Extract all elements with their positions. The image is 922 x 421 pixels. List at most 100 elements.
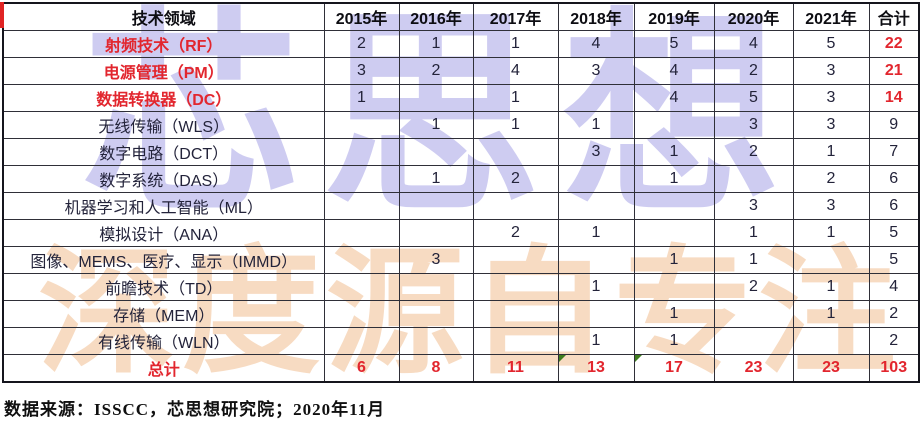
technology-field-table: 技术领域 2015年 2016年 2017年 2018年 2019年 2020年 2021年合… — [2, 2, 920, 383]
value-cell-6-5: 3 — [713, 192, 794, 220]
selection-bar — [0, 2, 4, 28]
value-cell-5-1: 1 — [398, 165, 474, 193]
value-cell-9-2 — [472, 273, 559, 301]
value-cell-8-6 — [792, 246, 870, 274]
header-cell-4: 2018年 — [557, 2, 635, 31]
value-cell-7-1 — [398, 219, 474, 247]
value-cell-0-3: 4 — [557, 30, 635, 58]
value-cell-10-4: 1 — [633, 300, 715, 328]
value-cell-0-0: 2 — [323, 30, 400, 58]
header-row: 技术领域 2015年 2016年 2017年 2018年 2019年 2020年 2021年合… — [2, 2, 920, 31]
totals-value-3: 13 — [557, 354, 635, 383]
table-row-7: 模拟设计（ANA） 2 1 1 1 5 — [2, 219, 920, 247]
value-cell-3-1: 1 — [398, 111, 474, 139]
value-cell-4-3: 3 — [557, 138, 635, 166]
value-cell-2-5: 5 — [713, 84, 794, 112]
value-cell-1-3: 3 — [557, 57, 635, 85]
error-corner-marker — [559, 355, 566, 362]
row-label: 数字系统（DAS） — [2, 165, 325, 193]
table-row-4: 数字电路（DCT） 3 1 2 1 7 — [2, 138, 920, 166]
value-cell-3-5: 3 — [713, 111, 794, 139]
value-cell-5-6: 2 — [792, 165, 870, 193]
value-cell-9-6: 1 — [792, 273, 870, 301]
value-cell-8-5: 1 — [713, 246, 794, 274]
header-cell-5: 2019年 — [633, 2, 715, 31]
value-cell-2-2: 1 — [472, 84, 559, 112]
totals-value-6: 23 — [792, 354, 870, 383]
value-cell-1-4: 4 — [633, 57, 715, 85]
total-cell-2: 14 — [868, 84, 920, 112]
row-label: 数据转换器（DC） — [2, 84, 325, 112]
value-cell-1-6: 3 — [792, 57, 870, 85]
value-cell-11-4: 1 — [633, 327, 715, 355]
value-cell-0-1: 1 — [398, 30, 474, 58]
header-cell-0: 技术领域 — [2, 2, 325, 31]
value-cell-7-3: 1 — [557, 219, 635, 247]
value-cell-6-0 — [323, 192, 400, 220]
total-cell-10: 2 — [868, 300, 920, 328]
header-cell-6: 2020年 — [713, 2, 794, 31]
value-cell-7-0 — [323, 219, 400, 247]
totals-label: 总计 — [2, 354, 325, 383]
value-cell-10-2 — [472, 300, 559, 328]
table-row-6: 机器学习和人工智能（ML） 3 3 6 — [2, 192, 920, 220]
total-cell-6: 6 — [868, 192, 920, 220]
value-cell-6-2 — [472, 192, 559, 220]
value-cell-11-5 — [713, 327, 794, 355]
value-cell-5-2: 2 — [472, 165, 559, 193]
value-cell-5-3 — [557, 165, 635, 193]
value-cell-11-2 — [472, 327, 559, 355]
value-cell-4-2 — [472, 138, 559, 166]
row-label: 射频技术（RF） — [2, 30, 325, 58]
totals-value-0: 6 — [323, 354, 400, 383]
value-cell-2-6: 3 — [792, 84, 870, 112]
value-cell-9-4 — [633, 273, 715, 301]
table-row-8: 图像、MEMS、医疗、显示（IMMD） 3 1 1 5 — [2, 246, 920, 274]
totals-value-1: 8 — [398, 354, 474, 383]
table-row-9: 前瞻技术（TD） 1 2 1 4 — [2, 273, 920, 301]
error-corner-marker — [635, 355, 642, 362]
totals-value-4: 17 — [633, 354, 715, 383]
table-row-10: 存储（MEM） 1 1 2 — [2, 300, 920, 328]
value-cell-3-0 — [323, 111, 400, 139]
header-cell-2: 2016年 — [398, 2, 474, 31]
header-cell-1: 2015年 — [323, 2, 400, 31]
value-cell-4-6: 1 — [792, 138, 870, 166]
total-cell-5: 6 — [868, 165, 920, 193]
value-cell-7-5: 1 — [713, 219, 794, 247]
value-cell-6-1 — [398, 192, 474, 220]
value-cell-1-0: 3 — [323, 57, 400, 85]
value-cell-9-0 — [323, 273, 400, 301]
total-cell-4: 7 — [868, 138, 920, 166]
value-cell-9-5: 2 — [713, 273, 794, 301]
value-cell-1-2: 4 — [472, 57, 559, 85]
value-cell-2-0: 1 — [323, 84, 400, 112]
value-cell-9-3: 1 — [557, 273, 635, 301]
table-row-1: 电源管理（PM） 3 2 4 3 4 2 3 21 — [2, 57, 920, 85]
header-cell-3: 2017年 — [472, 2, 559, 31]
value-cell-2-3 — [557, 84, 635, 112]
totals-value-2: 11 — [472, 354, 559, 383]
data-source-note: 数据来源：ISSCC，芯思想研究院；2020年11月 — [4, 400, 386, 419]
value-cell-5-5 — [713, 165, 794, 193]
table-row-0: 射频技术（RF） 2 1 1 4 5 4 5 22 — [2, 30, 920, 58]
table-row-11: 有线传输（WLN） 1 1 2 — [2, 327, 920, 355]
totals-row: 总计 6 8 11 13 17 23 23 103 — [2, 354, 920, 383]
value-cell-1-5: 2 — [713, 57, 794, 85]
header-cell-8: 合计 — [868, 2, 920, 31]
value-cell-11-6 — [792, 327, 870, 355]
value-cell-8-4: 1 — [633, 246, 715, 274]
value-cell-3-6: 3 — [792, 111, 870, 139]
total-cell-3: 9 — [868, 111, 920, 139]
value-cell-2-1 — [398, 84, 474, 112]
value-cell-3-2: 1 — [472, 111, 559, 139]
table-header: 技术领域 2015年 2016年 2017年 2018年 2019年 2020年 2021年合… — [2, 2, 920, 31]
value-cell-7-6: 1 — [792, 219, 870, 247]
value-cell-11-1 — [398, 327, 474, 355]
value-cell-3-4 — [633, 111, 715, 139]
total-cell-0: 22 — [868, 30, 920, 58]
value-cell-4-1 — [398, 138, 474, 166]
table-row-3: 无线传输（WLS） 1 1 1 3 3 9 — [2, 111, 920, 139]
total-cell-11: 2 — [868, 327, 920, 355]
value-cell-11-0 — [323, 327, 400, 355]
